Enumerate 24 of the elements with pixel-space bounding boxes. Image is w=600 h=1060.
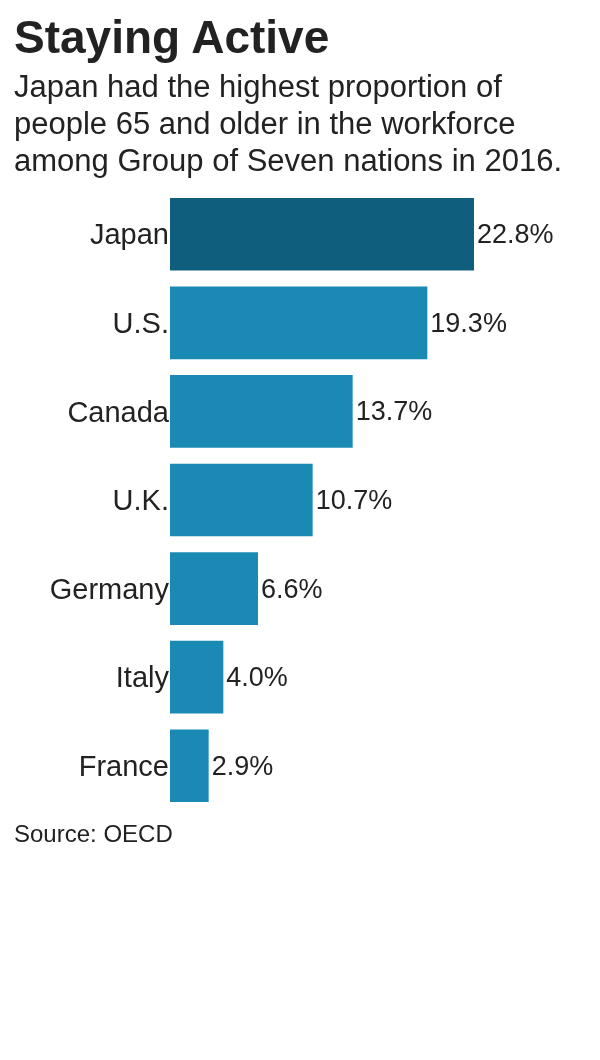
data-label: 10.7%	[315, 484, 393, 515]
bar	[170, 463, 313, 536]
bar	[170, 286, 428, 359]
data-label: 13.7%	[355, 395, 433, 426]
y-tick-label: Germany	[49, 572, 170, 605]
y-tick-label: Japan	[89, 218, 169, 250]
chart-subtitle: Japan had the highest proportion of people 65 and older in the workforce among Group of Seven nations in 2016.	[14, 68, 564, 180]
data-label: 4.0%	[226, 661, 288, 692]
data-label: 6.6%	[261, 573, 323, 604]
y-tick-label: U.K.	[112, 483, 169, 516]
source-note: Source: OECD	[14, 819, 174, 848]
bar	[170, 640, 224, 714]
data-label: 22.8%	[477, 218, 554, 249]
bar	[170, 197, 474, 271]
bar	[170, 374, 353, 448]
data-label: 2.9%	[211, 750, 274, 781]
y-tick-label: Italy	[115, 660, 170, 693]
bar	[170, 551, 258, 625]
y-tick-label: Canada	[67, 395, 170, 428]
chart-title: Staying Active	[14, 10, 331, 64]
bar	[170, 728, 209, 802]
y-tick-label: France	[78, 749, 169, 782]
data-label: 19.3%	[430, 307, 507, 338]
y-tick-label: U.S.	[112, 306, 169, 339]
